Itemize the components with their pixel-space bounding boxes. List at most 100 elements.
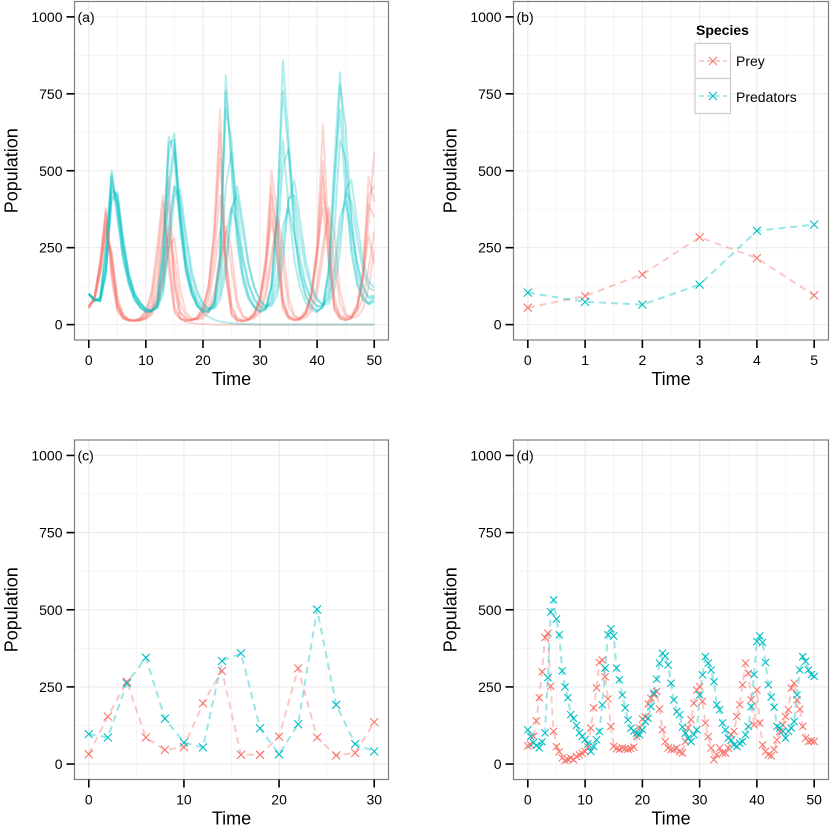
- predators-point: [595, 727, 604, 736]
- predators-point: [583, 740, 592, 748]
- prey-point: [546, 682, 555, 691]
- prey-point: [541, 633, 549, 642]
- legend-label-predators: Predators: [736, 89, 797, 105]
- predators-trajectory-3: [87, 74, 375, 314]
- predators-point: [612, 664, 621, 673]
- predators-point: [669, 695, 678, 704]
- x-tick-label: 40: [309, 352, 325, 368]
- x-tick-label: 20: [195, 352, 211, 368]
- prey-point: [810, 737, 819, 746]
- prey-point: [646, 694, 655, 703]
- prey-point: [752, 253, 762, 263]
- y-axis-title: Population: [2, 567, 22, 652]
- prey-point: [198, 698, 208, 708]
- prey-trajectory-12: [88, 212, 376, 322]
- prey-point: [738, 680, 747, 689]
- x-tick-label: 4: [753, 352, 761, 368]
- predators-point: [755, 631, 764, 640]
- prey-point: [523, 303, 533, 313]
- predators-point: [535, 743, 544, 752]
- predators-point: [801, 657, 810, 666]
- prey-point: [781, 712, 790, 721]
- panel-a: (a) 0 250 500 750 1000 0 10 20 30 40 50 Time Populati…: [2, 0, 390, 389]
- prey-point: [735, 700, 744, 709]
- x-tick-label: 10: [138, 352, 154, 368]
- prey-point: [523, 741, 532, 750]
- x-tick-label: 0: [524, 352, 532, 368]
- predators-line: [88, 609, 375, 756]
- y-tick-label: 750: [39, 525, 63, 541]
- predators-point: [761, 658, 770, 667]
- grid: [513, 1, 829, 340]
- predators-trajectory-13: [88, 185, 375, 312]
- prey-point: [752, 686, 761, 694]
- x-tick-label: 50: [806, 792, 822, 808]
- prey-point: [586, 723, 595, 732]
- predators-point: [664, 661, 673, 669]
- predators-point: [704, 659, 713, 668]
- predators-point: [667, 679, 675, 688]
- predators-point: [727, 736, 736, 744]
- x-tick-label: 0: [85, 792, 93, 808]
- prey-point: [689, 699, 698, 708]
- predators-point: [692, 725, 701, 734]
- prey-point: [701, 719, 710, 728]
- prey-point: [621, 744, 630, 753]
- y-tick-label: 500: [478, 163, 502, 179]
- predators-point: [770, 703, 779, 712]
- prey-point: [695, 232, 705, 242]
- prey-point: [770, 745, 779, 754]
- predators-point: [804, 665, 813, 674]
- prey-point: [661, 737, 670, 746]
- predators-point: [555, 630, 564, 639]
- prey-point: [629, 743, 638, 752]
- prey-point: [331, 751, 341, 760]
- y-tick-label: 250: [478, 679, 502, 695]
- prey-point: [369, 717, 379, 727]
- predators-point: [236, 648, 246, 658]
- y-tick-label: 500: [39, 602, 63, 618]
- predators-point: [744, 722, 753, 731]
- predators-point: [563, 693, 572, 702]
- predators-point: [572, 721, 581, 730]
- x-tick-label: 0: [85, 352, 93, 368]
- predators-point: [793, 690, 801, 699]
- predators-point: [546, 607, 555, 616]
- prey-point: [624, 745, 633, 754]
- x-tick-label: 10: [176, 792, 192, 808]
- y-tick-label: 1000: [31, 9, 62, 25]
- predators-point: [701, 652, 710, 661]
- predators-point: [695, 690, 704, 699]
- predators-point: [778, 727, 787, 736]
- predators-point: [790, 717, 799, 726]
- predators-point: [566, 710, 575, 719]
- predators-point: [798, 652, 807, 661]
- prey-point: [755, 719, 764, 728]
- x-tick-label: 20: [635, 792, 651, 808]
- x-tick-label: 3: [696, 352, 704, 368]
- prey-point: [122, 677, 132, 687]
- prey-point: [678, 748, 687, 757]
- predators-point: [255, 723, 265, 733]
- prey-point: [217, 666, 227, 676]
- predators-point: [709, 677, 718, 686]
- predators-point: [312, 605, 322, 614]
- predators-point: [738, 737, 747, 746]
- predators-point: [586, 747, 595, 756]
- prey-point: [672, 744, 681, 753]
- prey-point: [543, 629, 552, 638]
- y-axis-title: Population: [2, 128, 22, 213]
- prey-point: [787, 684, 796, 693]
- predators-point: [569, 714, 578, 723]
- predators-point: [618, 690, 627, 699]
- x-tick-label: 30: [252, 352, 268, 368]
- prey-point: [730, 727, 738, 736]
- predators-point: [198, 743, 208, 752]
- panel-tag: (b): [517, 9, 534, 25]
- predators-point: [695, 280, 705, 289]
- y-tick-label: 0: [494, 317, 502, 333]
- predators-point: [644, 714, 653, 723]
- legend-marker-prey: [708, 56, 718, 66]
- prey-trajectory-10: [87, 194, 376, 322]
